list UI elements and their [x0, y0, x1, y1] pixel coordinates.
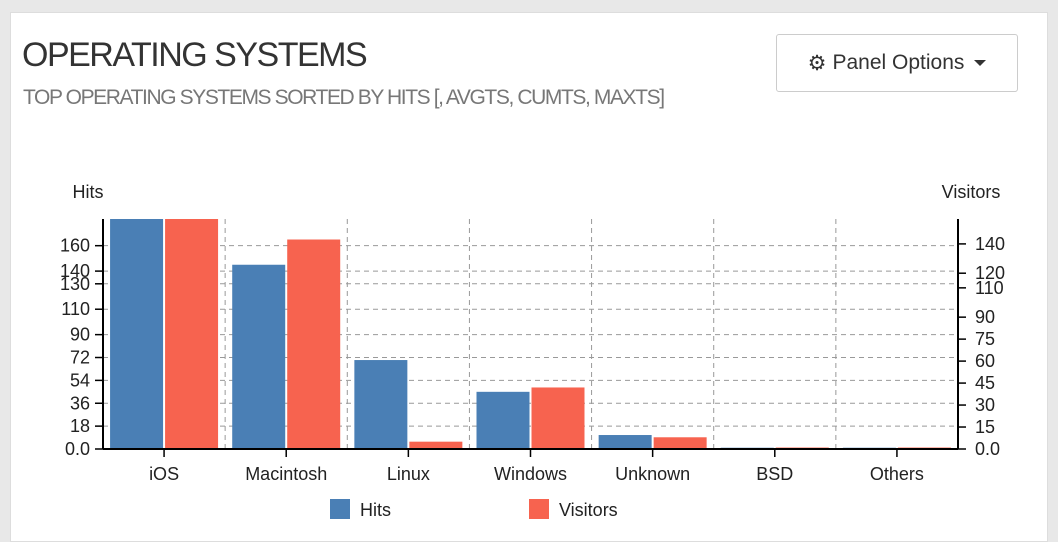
bar-visitors-unknown: [653, 437, 707, 449]
y-tick-label-left: 0.0: [65, 439, 90, 459]
panel-options-button[interactable]: ⚙ Panel Options: [776, 34, 1018, 92]
legend-swatch-hits[interactable]: [330, 499, 350, 519]
y-tick-label-right: 90: [975, 307, 995, 327]
x-tick-label: Others: [870, 464, 924, 484]
x-tick-label: Linux: [387, 464, 430, 484]
legend-swatch-visitors[interactable]: [529, 499, 549, 519]
y-tick-label-right: 15: [975, 417, 995, 437]
bar-hits-linux: [354, 360, 408, 449]
y-axis-label-left: Hits: [73, 182, 104, 202]
bar-hits-unknown: [598, 435, 652, 449]
x-tick-label: Macintosh: [245, 464, 327, 484]
x-tick-label: iOS: [149, 464, 179, 484]
y-tick-label-left: 54: [70, 370, 90, 390]
y-tick-label-left: 160: [60, 236, 90, 256]
y-tick-label-right: 120: [975, 263, 1005, 283]
gear-icon: ⚙: [807, 51, 827, 75]
y-tick-label-left: 90: [70, 325, 90, 345]
bar-hits-windows: [476, 391, 530, 449]
y-tick-label-right: 30: [975, 395, 995, 415]
panel-options-label: Panel Options: [832, 51, 965, 74]
y-tick-label-right: 60: [975, 351, 995, 371]
x-tick-label: Windows: [494, 464, 567, 484]
y-tick-label-right: 75: [975, 329, 995, 349]
bar-visitors-macintosh: [287, 239, 341, 449]
y-axis-label-right: Visitors: [942, 182, 1001, 202]
bar-visitors-windows: [531, 387, 585, 449]
y-tick-label-right: 140: [975, 234, 1005, 254]
caret-down-icon: [974, 60, 987, 66]
x-tick-label: Unknown: [615, 464, 690, 484]
panel-title: OPERATING SYSTEMS: [22, 36, 368, 74]
y-tick-label-left: 130: [60, 274, 90, 294]
y-tick-label-left: 72: [70, 348, 90, 368]
y-tick-label-left: 36: [70, 393, 90, 413]
bar-hits-macintosh: [232, 264, 286, 449]
legend-label-visitors: Visitors: [559, 500, 618, 520]
y-tick-label-right: 110: [975, 278, 1004, 298]
y-tick-label-left: 18: [70, 416, 90, 436]
bar-visitors-linux: [409, 441, 463, 449]
y-tick-label-right: 45: [975, 373, 995, 393]
legend-label-hits: Hits: [360, 500, 391, 520]
y-tick-label-left: 110: [61, 299, 90, 319]
bar-hits-ios: [110, 219, 164, 449]
y-tick-label-right: 0.0: [975, 439, 1000, 459]
x-tick-label: BSD: [756, 464, 793, 484]
bar-visitors-ios: [165, 219, 219, 449]
panel-subtitle: TOP OPERATING SYSTEMS SORTED BY HITS [, …: [23, 86, 665, 109]
y-tick-label-left: 140: [60, 261, 90, 281]
